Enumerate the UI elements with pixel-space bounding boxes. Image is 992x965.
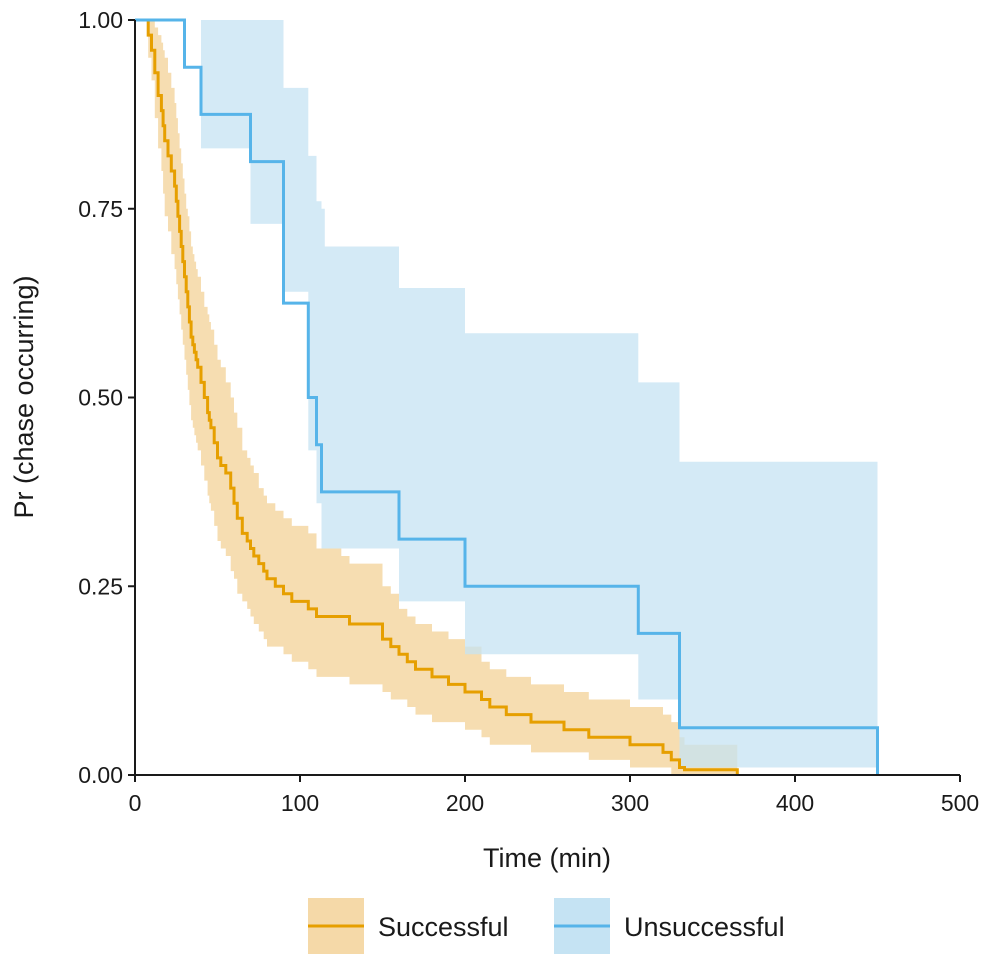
y-tick-label: 0.00 bbox=[78, 762, 123, 788]
y-tick-label: 1.00 bbox=[78, 7, 123, 33]
legend-label-successful: Successful bbox=[378, 912, 509, 942]
unsuccessful-confidence-band bbox=[135, 20, 878, 768]
x-axis-label: Time (min) bbox=[483, 843, 611, 873]
y-axis-ticks: 0.00 0.25 0.50 0.75 1.00 bbox=[78, 7, 135, 788]
x-tick-label: 200 bbox=[446, 790, 484, 816]
survival-curves bbox=[135, 18, 879, 775]
successful-confidence-band bbox=[135, 20, 738, 775]
y-tick-label: 0.75 bbox=[78, 196, 123, 222]
y-tick-label: 0.25 bbox=[78, 573, 123, 599]
x-tick-label: 400 bbox=[776, 790, 814, 816]
x-axis-ticks: 0 100 200 300 400 500 bbox=[129, 775, 979, 816]
y-axis-label: Pr (chase occurring) bbox=[9, 275, 39, 518]
legend-label-unsuccessful: Unsuccessful bbox=[624, 912, 785, 942]
x-tick-label: 300 bbox=[611, 790, 649, 816]
axes: 0 100 200 300 400 500 0.00 0.25 0.50 0.75 1.00 bbox=[78, 7, 979, 816]
confidence-bands bbox=[135, 20, 878, 775]
x-tick-label: 0 bbox=[129, 790, 142, 816]
x-tick-label: 500 bbox=[941, 790, 979, 816]
legend: Successful Unsuccessful bbox=[308, 898, 785, 954]
y-tick-label: 0.50 bbox=[78, 385, 123, 411]
x-tick-label: 100 bbox=[281, 790, 319, 816]
successful-survival-line bbox=[135, 18, 739, 775]
unsuccessful-survival-line bbox=[135, 18, 879, 775]
